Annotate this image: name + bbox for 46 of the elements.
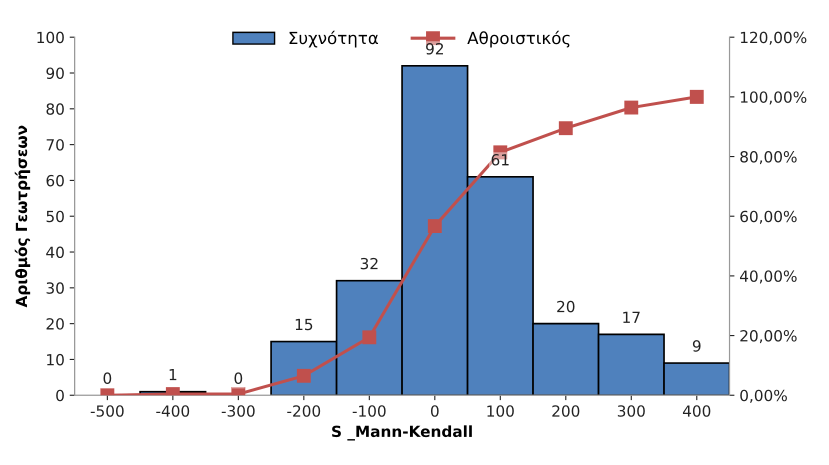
point (558, 121, 573, 136)
x-tick-label: 0 (430, 405, 439, 417)
data-label: 0 (234, 372, 242, 384)
y2-tick-label: 80,00% (740, 151, 797, 164)
y2-tick-label: 100,00% (740, 91, 806, 104)
y2-tick-label: 60,00% (740, 210, 797, 224)
y2-tick-label: 40,00% (740, 270, 797, 284)
x-tick-label: -300 (222, 405, 255, 417)
y-tick-label: 40 (46, 246, 64, 258)
x-tick-label: 300 (618, 405, 645, 417)
data-label: 32 (360, 258, 378, 270)
y-axis-title: Αριθμός Γεωτρήσεων (14, 126, 30, 308)
y-tick-label: 90 (46, 67, 64, 80)
data-label: 61 (492, 154, 509, 166)
x-tick-label: -100 (352, 405, 386, 417)
x-tick-label: -200 (287, 405, 320, 417)
data-label: 20 (557, 300, 574, 312)
x-tick-label: -500 (90, 405, 124, 417)
y2-tick-label: 20,00% (740, 330, 797, 344)
point (428, 219, 442, 234)
x-tick-label: -400 (156, 405, 190, 417)
y-tick-label: 50 (46, 210, 64, 222)
y-tick-label: 0 (56, 390, 64, 402)
data-label: 1 (170, 369, 176, 380)
y-tick-label: 70 (46, 139, 64, 151)
x-tick-label: 200 (552, 405, 580, 417)
y-tick-label: 20 (46, 318, 64, 330)
y-tick-label: 10 (47, 354, 64, 366)
x-tick-label: 100 (487, 405, 514, 417)
data-label: 15 (296, 318, 312, 330)
legend-label: Συχνότητα (290, 30, 378, 48)
data-label: 17 (623, 312, 640, 323)
data-label: 92 (426, 42, 443, 55)
data-label: 0 (104, 372, 112, 384)
y-tick-label: 60 (46, 174, 64, 186)
y-tick-label: 80 (46, 103, 64, 115)
data-label: 9 (692, 340, 701, 352)
y2-tick-label: 0,00% (740, 390, 787, 403)
legend-label: Αθροιστικός (467, 30, 570, 48)
y-tick-label: 30 (46, 282, 64, 294)
point (690, 90, 704, 104)
x-axis-title: S _Mann-Kendall (332, 425, 472, 441)
y-tick-label: 100 (37, 32, 64, 44)
point (624, 100, 638, 115)
x-tick-label: 400 (682, 405, 710, 417)
y2-tick-label: 120,00% (740, 32, 806, 45)
